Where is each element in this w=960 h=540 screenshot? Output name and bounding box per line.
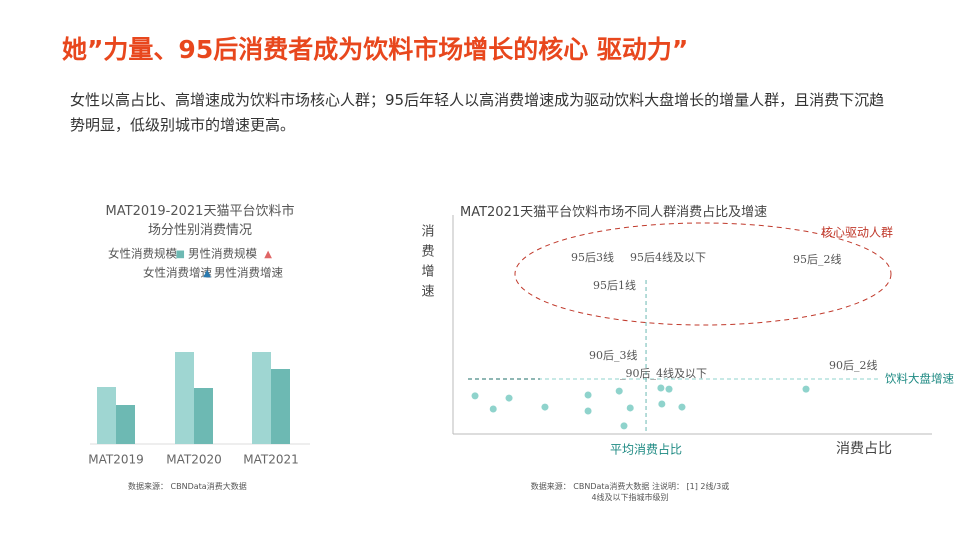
point bbox=[471, 392, 479, 400]
point bbox=[505, 394, 513, 402]
bar bbox=[97, 387, 116, 444]
bar bbox=[175, 352, 194, 444]
point bbox=[489, 405, 497, 413]
source-note: 数据来源： CBNData消费大数据 注说明： [1] 2线/3或4线及以下指城… bbox=[530, 482, 730, 502]
legend-label: 男性消费规模 bbox=[188, 247, 257, 261]
point bbox=[541, 403, 549, 411]
point bbox=[665, 385, 673, 393]
highlight-ellipse bbox=[514, 222, 892, 326]
x-tick-label: MAT2019 bbox=[88, 453, 144, 467]
chart-title: MAT2021天猫平台饮料市场不同人群消费占比及增速 bbox=[460, 205, 768, 220]
chart-title: MAT2019-2021天猫平台饮料市场分性别消费情况 bbox=[105, 204, 295, 238]
bar bbox=[194, 388, 213, 444]
point bbox=[584, 407, 592, 415]
slide-title: 她”力量、95后消费者成为饮料市场增长的核心 驱动力” bbox=[62, 35, 689, 64]
annotation: 95后1线 bbox=[593, 278, 636, 292]
legend-marker: ■ bbox=[176, 249, 185, 260]
point bbox=[615, 387, 623, 395]
slide-subtitle: 女性以高占比、高增速成为饮料市场核心人群；95后年轻人以高消费增速成为驱动饮料大… bbox=[70, 91, 885, 134]
avg-y-label: 饮料大盘增速 bbox=[885, 372, 954, 386]
point bbox=[658, 400, 666, 408]
annotation: _90后_4线及以下 bbox=[620, 366, 707, 380]
bar bbox=[116, 405, 135, 444]
point bbox=[657, 384, 665, 392]
legend-label: 女性消费规模 bbox=[108, 247, 177, 261]
legend-label: 女性消费增速 bbox=[143, 266, 212, 280]
point bbox=[678, 403, 686, 411]
x-tick-label: MAT2020 bbox=[166, 453, 222, 467]
y-axis-label: 消费增速 bbox=[419, 224, 435, 304]
annotation: 90后_2线 bbox=[829, 358, 878, 372]
legend-marker: ▲ bbox=[264, 249, 272, 260]
point bbox=[584, 391, 592, 399]
bar bbox=[252, 352, 271, 444]
legend-label: 男性消费增速 bbox=[214, 266, 283, 280]
point bbox=[620, 422, 628, 430]
annotation: 95后4线及以下 bbox=[630, 250, 706, 264]
legend-marker: ▲ bbox=[203, 268, 211, 279]
bar bbox=[271, 369, 290, 444]
annotation: 95后_2线 bbox=[793, 252, 842, 266]
point bbox=[626, 404, 634, 412]
annotation: 95后3线 bbox=[571, 250, 614, 264]
highlight-label: 核心驱动人群 bbox=[821, 226, 893, 240]
source-note: 数据来源： CBNData消费大数据 bbox=[128, 482, 247, 491]
x-tick-label: MAT2021 bbox=[243, 453, 299, 467]
avg-x-label: 平均消费占比 bbox=[610, 442, 682, 457]
x-axis-label: 消费占比 bbox=[836, 441, 892, 457]
annotation: 90后_3线 bbox=[589, 348, 638, 362]
point bbox=[802, 385, 810, 393]
